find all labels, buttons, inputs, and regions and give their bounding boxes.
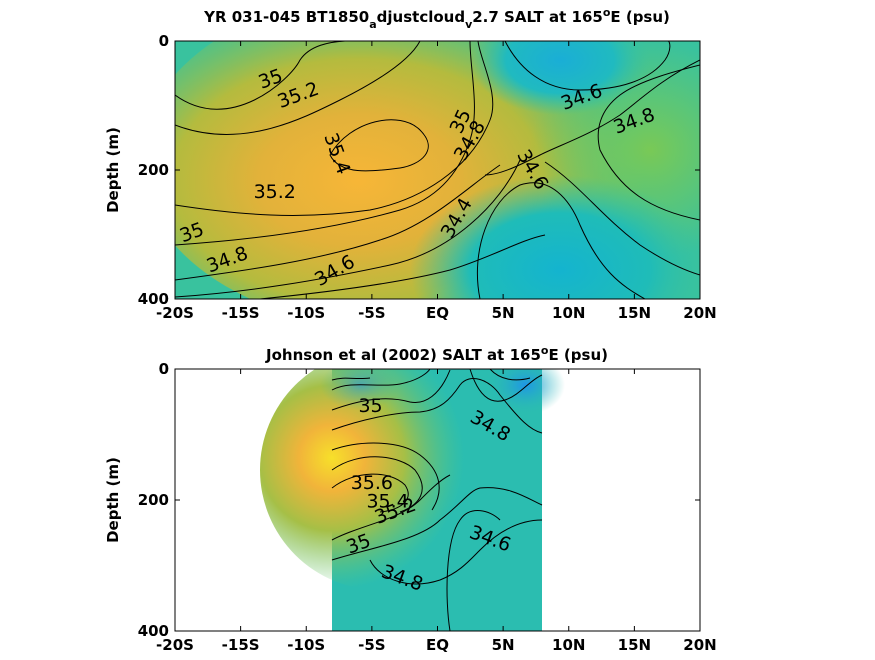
panel-1-title-end: 2.7 SALT at 165 [472,8,603,26]
x-tick-label: -20S [156,636,194,654]
panel-1-ticks: -20S -15S -10S -5S EQ 5N 10N 15N 20N 0 200 400 [138,32,717,322]
x-tick-label: -5S [358,304,385,322]
x-tick-label: 15N [618,636,651,654]
panel-2-title-main: Johnson et al (2002) SALT at 165 [265,346,541,364]
panel-1: YR 031-045 BT1850adjustcloudv2.7 SALT at… [104,6,717,322]
panel-1-title-sup: o [603,6,611,19]
panel-1-title-mid: djustcloud [377,8,465,26]
panel-1-title-main: YR 031-045 BT1850 [203,8,369,26]
y-tick-label: 200 [138,161,169,179]
x-tick-label: 10N [552,636,585,654]
panel-2-title-sup: o [541,344,549,357]
x-tick-label: EQ [426,304,449,322]
x-tick-label: 10N [552,304,585,322]
x-tick-label: 5N [492,636,515,654]
x-tick-label: 20N [683,636,716,654]
contour-label: 35 [358,395,382,417]
x-tick-label: -10S [287,636,325,654]
y-tick-label: 0 [159,32,169,50]
panel-2-data-region [260,369,565,631]
panel-2-ticks: -20S -15S -10S -5S EQ 5N 10N 15N 20N 0 200 400 [138,360,717,654]
panel-1-title-tail: E (psu) [610,8,670,26]
y-tick-label: 400 [138,622,169,640]
contour-label: 35.2 [254,181,296,203]
panel-1-title-sub2: v [465,18,473,31]
y-tick-label: 400 [138,290,169,308]
x-tick-label: -15S [222,636,260,654]
panel-2: Johnson et al (2002) SALT at 165oE (psu) [104,344,717,654]
panel-2-title: Johnson et al (2002) SALT at 165oE (psu) [265,344,608,364]
panel-1-ylabel: Depth (m) [104,127,122,213]
x-tick-label: EQ [426,636,449,654]
x-tick-label: 5N [492,304,515,322]
y-tick-label: 200 [138,491,169,509]
panel-1-title: YR 031-045 BT1850adjustcloudv2.7 SALT at… [203,6,670,31]
x-tick-label: -10S [287,304,325,322]
contour-label: 35.6 [351,472,393,494]
panel-1-contours [175,41,700,299]
x-tick-label: 20N [683,304,716,322]
panel-2-contours [331,369,543,631]
panel-2-ylabel: Depth (m) [104,457,122,543]
x-tick-label: -20S [156,304,194,322]
x-tick-label: -15S [222,304,260,322]
x-tick-label: 15N [618,304,651,322]
panel-2-title-tail: E (psu) [548,346,608,364]
panel-1-title-sub1: a [369,18,376,31]
contour-label: 35.4 [366,490,408,512]
x-tick-label: -5S [358,636,385,654]
y-tick-label: 0 [159,360,169,378]
